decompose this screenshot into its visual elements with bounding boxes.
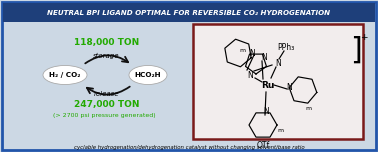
Text: m: m xyxy=(239,48,245,54)
Text: (> 2700 psi pressure generated): (> 2700 psi pressure generated) xyxy=(53,112,156,117)
Text: N: N xyxy=(247,71,253,79)
Ellipse shape xyxy=(43,66,87,85)
FancyBboxPatch shape xyxy=(3,3,375,22)
Text: HCO₂H: HCO₂H xyxy=(135,72,161,78)
Text: 247,000 TON: 247,000 TON xyxy=(74,100,139,109)
Text: NEUTRAL BPI LIGAND OPTIMAL FOR REVERSIBLE CO₂ HYDROGENATION: NEUTRAL BPI LIGAND OPTIMAL FOR REVERSIBL… xyxy=(47,10,331,16)
Text: ]: ] xyxy=(350,36,362,64)
Text: Ru: Ru xyxy=(261,81,275,90)
Text: H₂ / CO₂: H₂ / CO₂ xyxy=(49,72,81,78)
Text: N: N xyxy=(249,48,255,57)
Text: +: + xyxy=(360,33,368,43)
Text: N: N xyxy=(286,83,292,93)
Text: release: release xyxy=(94,91,119,97)
Ellipse shape xyxy=(129,66,167,85)
Text: cyclable hydrogenation/dehydrogenation catalyst without changing solvent/base ra: cyclable hydrogenation/dehydrogenation c… xyxy=(74,145,304,150)
Text: N: N xyxy=(261,54,267,62)
Text: 118,000 TON: 118,000 TON xyxy=(74,38,139,47)
Text: m: m xyxy=(277,128,283,133)
Text: N: N xyxy=(263,107,269,116)
Text: N: N xyxy=(275,59,281,67)
Text: m: m xyxy=(305,105,311,111)
Text: OTf: OTf xyxy=(256,140,270,150)
Text: storage: storage xyxy=(93,53,120,59)
FancyBboxPatch shape xyxy=(193,24,363,139)
Text: PPh₃: PPh₃ xyxy=(277,43,294,52)
